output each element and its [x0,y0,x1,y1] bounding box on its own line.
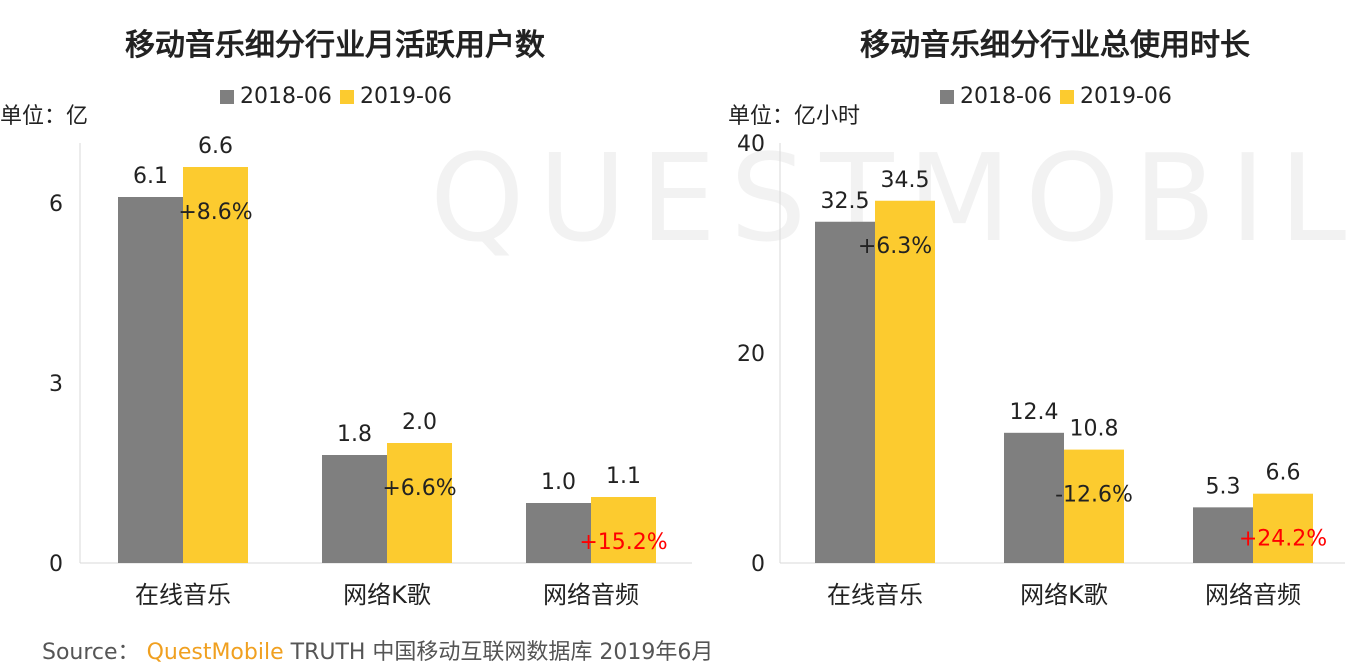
chart1-legend-label: 2019-06 [360,84,452,109]
chart2-bar [1253,493,1313,563]
chart1-legend-swatch [340,90,354,104]
chart2-title: 移动音乐细分行业总使用时长 [860,28,1250,63]
chart1-value-label: 1.1 [606,464,641,489]
chart2-bar [1004,432,1064,563]
chart2-unit-label: 单位：亿小时 [728,104,860,129]
chart2-legend-swatch [1060,90,1074,104]
chart2-value-label: 10.8 [1070,417,1119,442]
chart2-growth-label: -12.6% [1055,483,1133,508]
chart2-category-label: 网络K歌 [1020,581,1108,609]
chart1-bar [526,503,591,563]
chart1-bar [322,455,387,563]
chart1-bar [387,443,452,563]
chart1-title: 移动音乐细分行业月活跃用户数 [125,28,546,63]
chart1-unit-label: 单位：亿 [0,104,88,129]
chart1-bar [118,197,183,563]
chart2-bar [1064,449,1124,563]
chart2-value-label: 34.5 [881,168,930,193]
chart1-growth-label: +6.6% [382,476,456,501]
chart1-bar [591,497,656,563]
chart1-y-tick-label: 6 [49,192,63,217]
chart2-y-tick-label: 40 [737,132,765,157]
chart1-y-tick-label: 0 [49,552,63,577]
chart2-bar [815,221,875,563]
chart1-value-label: 6.1 [133,164,168,189]
source-line: Source： QuestMobile TRUTH 中国移动互联网数据库 201… [42,634,713,666]
chart1-legend-swatch [220,90,234,104]
source-rest: TRUTH 中国移动互联网数据库 2019年6月 [290,640,714,665]
source-prefix: Source： [42,640,140,665]
chart2-category-label: 在线音乐 [827,581,923,609]
chart2-y-tick-label: 20 [737,342,765,367]
chart2-growth-label: +24.2% [1239,527,1327,552]
chart1-value-label: 1.0 [541,470,576,495]
chart2-legend-swatch [940,90,954,104]
chart2-bar [1193,507,1253,563]
chart1-value-label: 6.6 [198,134,233,159]
source-brand: QuestMobile [146,640,284,665]
chart1-y-tick-label: 3 [49,372,63,397]
chart1-bar [183,167,248,563]
chart2-value-label: 12.4 [1010,400,1059,425]
chart2-legend-label: 2018-06 [960,84,1052,109]
chart2-value-label: 32.5 [821,189,870,214]
chart2-category-label: 网络音频 [1205,581,1301,609]
chart2-value-label: 5.3 [1206,474,1241,499]
chart2-growth-label: +6.3% [858,234,932,259]
chart2-value-label: 6.6 [1266,461,1301,486]
chart1-growth-label: +15.2% [579,530,667,555]
chart2-legend-label: 2019-06 [1080,84,1172,109]
chart1-category-label: 网络音频 [543,581,639,609]
chart1-growth-label: +8.6% [178,200,252,225]
chart1-category-label: 网络K歌 [343,581,431,609]
chart2-bar [875,200,935,563]
chart1-legend-label: 2018-06 [240,84,332,109]
chart1-category-label: 在线音乐 [135,581,231,609]
chart2-y-tick-label: 0 [751,552,765,577]
chart1-value-label: 2.0 [402,410,437,435]
chart1-value-label: 1.8 [337,422,372,447]
